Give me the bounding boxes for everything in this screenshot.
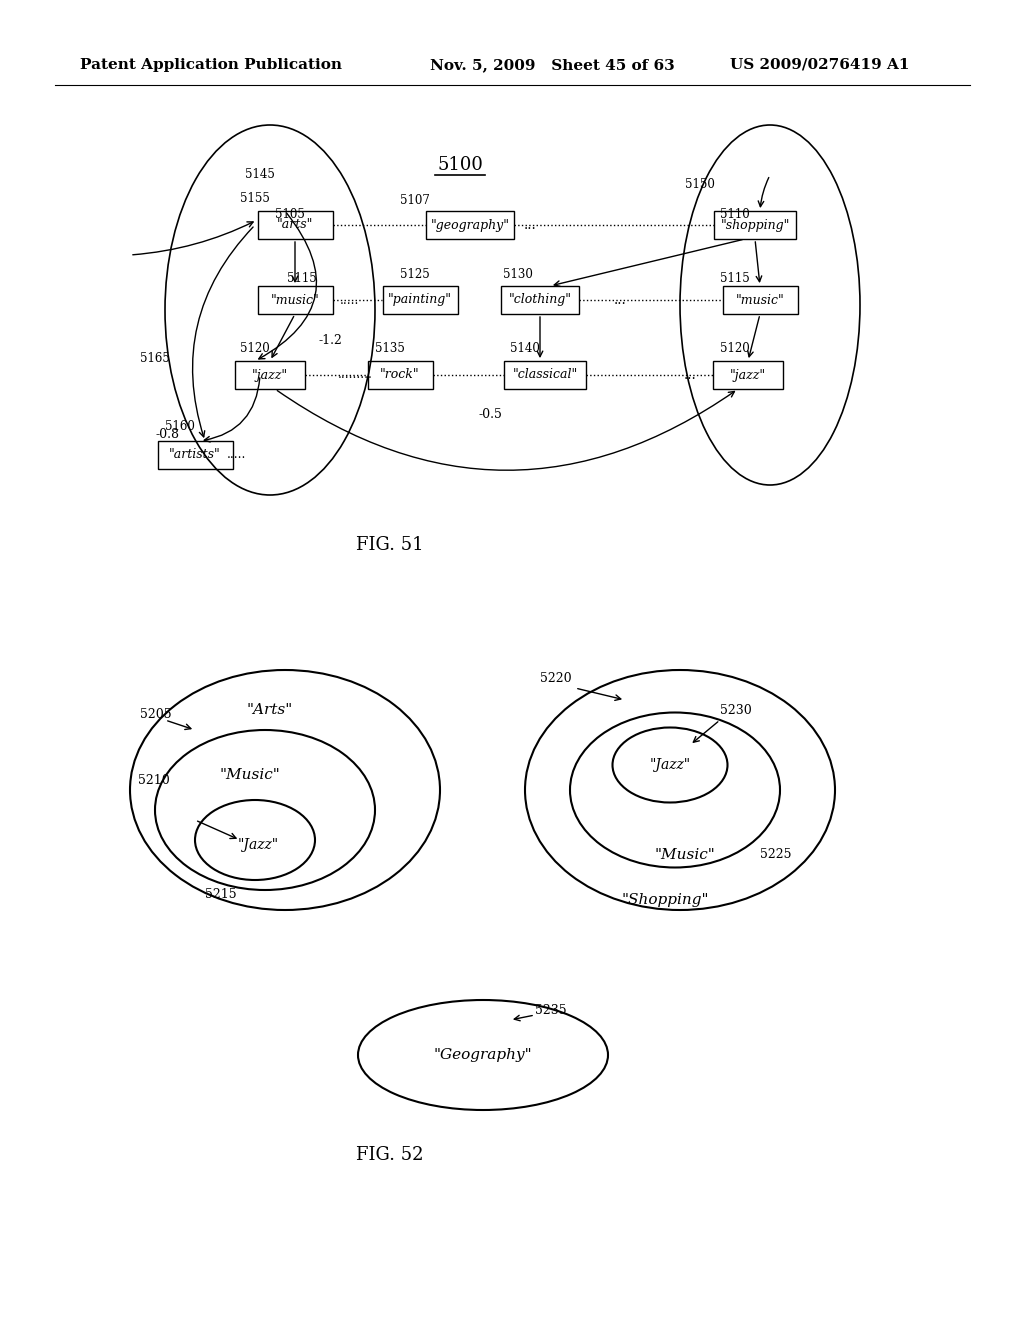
Text: "artists": "artists" [169, 449, 221, 462]
Text: "classical": "classical" [512, 368, 578, 381]
Text: Nov. 5, 2009   Sheet 45 of 63: Nov. 5, 2009 Sheet 45 of 63 [430, 58, 675, 73]
Text: "geography": "geography" [430, 219, 510, 231]
Text: 5105: 5105 [275, 209, 305, 222]
Text: FIG. 51: FIG. 51 [356, 536, 424, 554]
Text: "music": "music" [735, 293, 784, 306]
Text: FIG. 52: FIG. 52 [356, 1146, 424, 1164]
FancyBboxPatch shape [234, 360, 305, 389]
Text: 5130: 5130 [503, 268, 532, 281]
Text: 5150: 5150 [685, 178, 715, 191]
Text: -1.2: -1.2 [318, 334, 342, 346]
Text: 5100: 5100 [437, 156, 483, 174]
Text: 5140: 5140 [510, 342, 540, 355]
Text: "Music": "Music" [219, 768, 281, 781]
Text: ...: ... [613, 293, 627, 308]
Text: .........: ......... [338, 368, 373, 381]
Text: 5110: 5110 [720, 209, 750, 222]
Text: 5115: 5115 [720, 272, 750, 285]
FancyBboxPatch shape [158, 441, 232, 469]
Text: 5115: 5115 [287, 272, 316, 285]
Text: 5135: 5135 [375, 342, 404, 355]
Text: -0.8: -0.8 [156, 429, 180, 441]
Text: "music": "music" [270, 293, 319, 306]
Text: Patent Application Publication: Patent Application Publication [80, 58, 342, 73]
Text: 5120: 5120 [240, 342, 269, 355]
FancyBboxPatch shape [501, 286, 579, 314]
Text: 5210: 5210 [138, 774, 170, 787]
Text: 5145: 5145 [245, 169, 274, 181]
Text: 5165: 5165 [140, 351, 170, 364]
Text: 5220: 5220 [540, 672, 571, 685]
Text: "Jazz": "Jazz" [238, 838, 279, 851]
Text: "jazz": "jazz" [252, 368, 288, 381]
Text: 5205: 5205 [140, 709, 172, 722]
FancyBboxPatch shape [368, 360, 432, 389]
FancyBboxPatch shape [257, 286, 333, 314]
Text: "Shopping": "Shopping" [622, 894, 709, 907]
Text: "Geography": "Geography" [434, 1048, 532, 1063]
Text: -0.5: -0.5 [478, 408, 502, 421]
FancyBboxPatch shape [713, 360, 783, 389]
Text: 5120: 5120 [720, 342, 750, 355]
FancyBboxPatch shape [383, 286, 458, 314]
Text: "jazz": "jazz" [730, 368, 766, 381]
FancyBboxPatch shape [426, 211, 514, 239]
Text: "clothing": "clothing" [509, 293, 571, 306]
Text: 5215: 5215 [205, 888, 237, 902]
FancyBboxPatch shape [257, 211, 333, 239]
Text: 5225: 5225 [760, 849, 792, 862]
Text: 5125: 5125 [400, 268, 430, 281]
Text: "rock": "rock" [380, 368, 420, 381]
Text: 5160: 5160 [165, 421, 195, 433]
Text: "arts": "arts" [276, 219, 313, 231]
Text: US 2009/0276419 A1: US 2009/0276419 A1 [730, 58, 909, 73]
Text: 5107: 5107 [400, 194, 430, 206]
FancyBboxPatch shape [723, 286, 798, 314]
FancyBboxPatch shape [504, 360, 586, 389]
Text: ...: ... [523, 218, 537, 232]
Text: 5230: 5230 [720, 704, 752, 717]
Text: "Music": "Music" [654, 847, 716, 862]
FancyBboxPatch shape [714, 211, 796, 239]
Text: .....: ..... [227, 449, 247, 462]
Text: "shopping": "shopping" [720, 219, 790, 231]
Text: 5155: 5155 [240, 191, 270, 205]
Text: "painting": "painting" [388, 293, 452, 306]
Text: "Jazz": "Jazz" [649, 758, 690, 772]
Text: ...: ... [684, 368, 696, 381]
Text: .....: ..... [340, 293, 359, 306]
Text: 5235: 5235 [535, 1003, 566, 1016]
Text: "Arts": "Arts" [247, 704, 293, 717]
